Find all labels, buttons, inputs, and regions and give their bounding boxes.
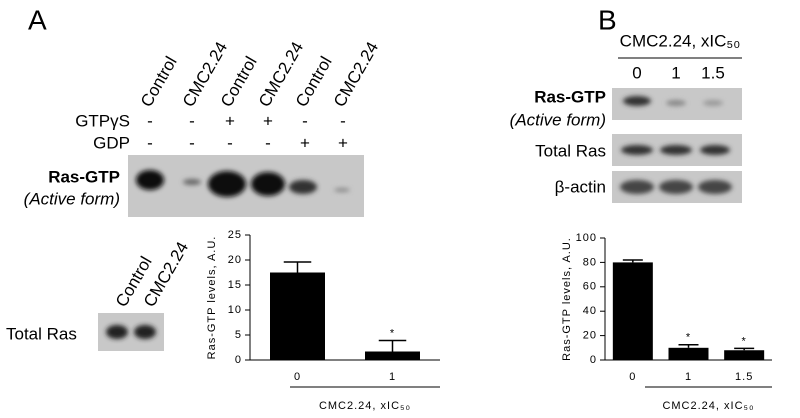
x-tick-label: 0	[294, 371, 301, 383]
x-tick-label: 1.5	[735, 371, 753, 383]
panel-label: A	[28, 4, 47, 35]
lane-label: 0	[632, 63, 641, 82]
y-tick-label: 0	[590, 354, 597, 366]
lane-label: 1	[671, 63, 680, 82]
treatment-label: GTPγS	[75, 111, 130, 130]
blot-label: Total Ras	[6, 324, 77, 343]
treatment-mark: -	[227, 133, 233, 152]
blot	[128, 155, 364, 217]
y-tick-label: 60	[583, 281, 597, 293]
treatment-mark: +	[338, 133, 348, 152]
blot	[98, 313, 164, 351]
significance: *	[742, 335, 747, 347]
y-tick-label: 20	[228, 254, 242, 266]
y-tick-label: 10	[228, 304, 242, 316]
blot	[612, 88, 742, 203]
bar	[270, 272, 325, 360]
treatment-mark: -	[340, 111, 346, 130]
x-axis-label: CMC2.24, xIC₅₀	[319, 400, 411, 412]
lane-label: Control	[217, 53, 261, 110]
blot-header: CMC2.24, xIC₅₀	[620, 31, 741, 50]
x-tick-label: 1	[685, 371, 692, 383]
x-axis-label: CMC2.24, xIC₅₀	[662, 400, 754, 412]
treatment-mark: -	[189, 111, 195, 130]
blot-sublabel: (Active form)	[24, 189, 120, 208]
treatment-mark: +	[225, 111, 235, 130]
bar	[612, 262, 653, 360]
y-tick-label: 5	[235, 329, 242, 341]
blot-sublabel: (Active form)	[510, 110, 606, 129]
blot-label: Ras-GTP	[534, 87, 606, 106]
treatment-mark: -	[265, 133, 271, 152]
blot-label: Total Ras	[535, 141, 606, 160]
lane-label: CMC2.24	[330, 39, 382, 111]
x-tick-label: 0	[629, 371, 636, 383]
lane-label: Control	[137, 53, 181, 110]
y-tick-label: 25	[228, 229, 242, 241]
y-axis-label: Ras-GTP levels, A.U.	[206, 236, 218, 360]
treatment-mark: -	[147, 133, 153, 152]
bar	[365, 351, 420, 360]
treatment-mark: +	[300, 133, 310, 152]
blot-label: β-actin	[555, 177, 606, 196]
bar	[668, 347, 709, 360]
treatment-mark: -	[302, 111, 308, 130]
panel-label: B	[598, 4, 617, 35]
x-tick-label: 1	[389, 371, 396, 383]
y-tick-label: 100	[576, 232, 597, 244]
treatment-label: GDP	[93, 133, 130, 152]
blot-label: Ras-GTP	[48, 167, 120, 186]
treatment-mark: +	[263, 111, 273, 130]
y-tick-label: 15	[228, 279, 242, 291]
significance: *	[390, 327, 395, 339]
y-axis-label: Ras-GTP levels, A.U.	[561, 237, 573, 361]
y-tick-label: 0	[235, 354, 242, 366]
y-tick-label: 80	[583, 256, 597, 268]
treatment-mark: -	[147, 111, 153, 130]
treatment-mark: -	[189, 133, 195, 152]
bar	[724, 350, 765, 360]
y-tick-label: 20	[583, 330, 597, 342]
lane-label: 1.5	[701, 63, 725, 82]
significance: *	[686, 332, 691, 344]
y-tick-label: 40	[583, 305, 597, 317]
